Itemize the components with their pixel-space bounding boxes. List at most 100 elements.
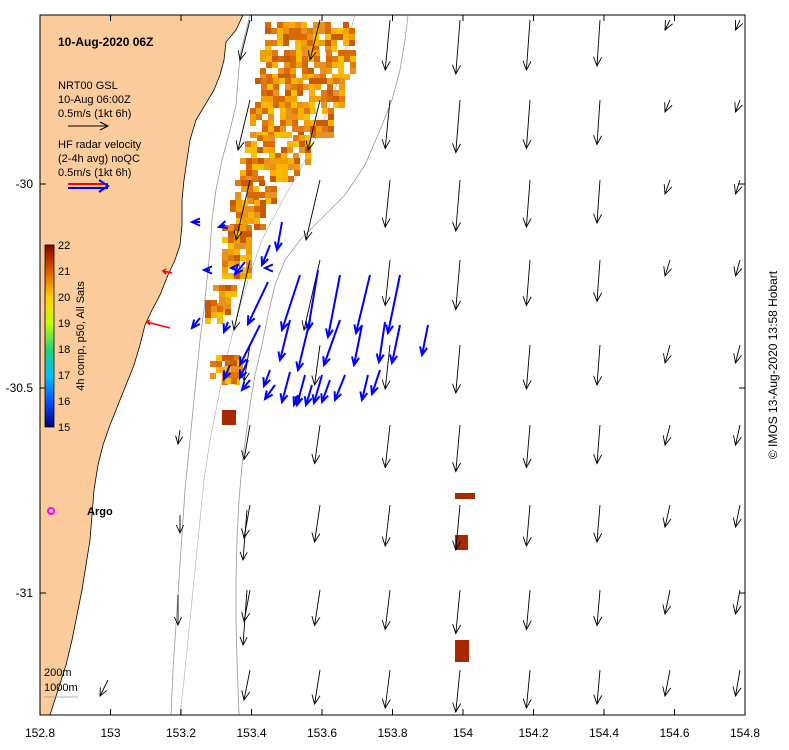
sst-pixel bbox=[230, 200, 236, 206]
model-arrow-head bbox=[593, 375, 603, 387]
sst-pixel bbox=[240, 225, 246, 231]
sst-pixel bbox=[237, 366, 243, 372]
sst-pixel bbox=[276, 164, 282, 170]
sst-pixel bbox=[327, 84, 333, 90]
sst-pixel bbox=[304, 114, 310, 120]
model-arrow bbox=[664, 99, 671, 113]
radar-arrow bbox=[334, 374, 346, 401]
hf-radar-arrows bbox=[189, 217, 429, 408]
model-arrow-head bbox=[662, 435, 672, 447]
model-arrow bbox=[525, 19, 531, 71]
radar-arrow-head bbox=[280, 321, 289, 333]
sst-pixel bbox=[276, 176, 282, 182]
model-arrow-head bbox=[381, 295, 391, 307]
sst-pixel bbox=[258, 158, 264, 164]
sst-pixel bbox=[268, 120, 274, 126]
sst-pixels bbox=[205, 22, 475, 662]
model-arrow bbox=[309, 19, 321, 61]
sst-pixel bbox=[280, 108, 286, 114]
radar-arrow-head bbox=[277, 351, 287, 363]
sst-pixel bbox=[246, 237, 252, 243]
y-axis bbox=[40, 183, 745, 594]
sst-patch bbox=[222, 410, 236, 425]
sst-pixel bbox=[285, 102, 291, 108]
radar-arrow-head bbox=[222, 370, 232, 382]
sst-pixel bbox=[246, 176, 252, 182]
model-arrow bbox=[455, 259, 461, 310]
model-arrow bbox=[99, 679, 109, 697]
sst-pixel bbox=[338, 56, 344, 62]
sst-pixel bbox=[256, 114, 262, 120]
sst-pixel bbox=[240, 273, 246, 279]
sst-pixel bbox=[283, 34, 289, 40]
sst-pixel bbox=[261, 96, 267, 102]
model-arrow-head bbox=[311, 532, 321, 544]
sst-pixel bbox=[228, 255, 234, 261]
radar-arrow-head bbox=[303, 396, 313, 408]
sst-pixel bbox=[231, 285, 237, 291]
sst-pixel bbox=[222, 273, 228, 279]
x-tick-label: 153 bbox=[100, 726, 120, 740]
radar-arrow-head bbox=[295, 361, 305, 373]
sst-pixel bbox=[248, 206, 254, 212]
sst-pixel bbox=[225, 309, 231, 315]
sst-patch bbox=[455, 640, 469, 662]
model-arrow bbox=[596, 179, 601, 224]
sst-pixel bbox=[285, 96, 291, 102]
sst-pixel bbox=[265, 198, 271, 204]
model-arrow bbox=[525, 504, 531, 547]
model-arrow bbox=[525, 99, 531, 149]
depth-contour-200m bbox=[170, 15, 251, 715]
sst-pixel bbox=[301, 40, 307, 46]
model-arrow bbox=[735, 259, 741, 277]
sst-pixel bbox=[205, 318, 211, 324]
sst-pixel bbox=[250, 132, 256, 138]
sst-pixel bbox=[295, 34, 301, 40]
sst-pixel bbox=[271, 28, 277, 34]
sst-pixel bbox=[349, 34, 355, 40]
radar-arrow-head bbox=[311, 394, 321, 406]
model-arrow-head bbox=[663, 184, 673, 196]
sst-pixel bbox=[213, 285, 219, 291]
sst-pixel bbox=[301, 22, 307, 28]
sst-pixel bbox=[310, 108, 316, 114]
model-arrow-head bbox=[99, 687, 108, 697]
model-arrow bbox=[307, 99, 321, 151]
model-arrow-head bbox=[732, 686, 742, 698]
sst-pixel bbox=[284, 62, 290, 68]
sst-pixel bbox=[252, 164, 258, 170]
sst-pixel bbox=[309, 90, 315, 96]
radar-arrow-head bbox=[238, 356, 248, 368]
model-arrow-head bbox=[381, 536, 391, 548]
sst-pixel bbox=[236, 206, 242, 212]
sst-pixel bbox=[270, 164, 276, 170]
sst-pixel bbox=[242, 218, 248, 224]
sst-pixel bbox=[299, 141, 305, 147]
radar-arrow-head bbox=[246, 315, 256, 327]
sst-pixel bbox=[251, 153, 257, 159]
model-arrow bbox=[664, 504, 671, 528]
radar-arrow bbox=[297, 319, 311, 371]
radar-arrow bbox=[323, 319, 341, 366]
sst-pixel bbox=[343, 28, 349, 34]
sst-pixel bbox=[325, 22, 331, 28]
model-arrow bbox=[735, 669, 741, 697]
argo-marker bbox=[47, 507, 55, 515]
sst-pixel bbox=[246, 267, 252, 273]
colorbar-tick: 19 bbox=[58, 318, 70, 330]
sst-pixel bbox=[231, 372, 237, 378]
sst-pixel bbox=[315, 78, 321, 84]
sst-pixel bbox=[328, 120, 334, 126]
radar-arrow-head bbox=[228, 263, 240, 273]
model-legend: NRT00 GSL 10-Aug 06:00Z 0.5m/s (1kt 6h) bbox=[58, 80, 131, 131]
sst-pixel bbox=[265, 28, 271, 34]
sst-pixel bbox=[265, 22, 271, 28]
sst-pixel bbox=[231, 378, 237, 384]
x-tick-label: 153.6 bbox=[307, 726, 337, 740]
sst-pixel bbox=[350, 68, 356, 74]
model-arrow-head bbox=[593, 694, 603, 706]
radar-arrow-head bbox=[262, 263, 274, 273]
radar-arrow bbox=[353, 324, 363, 366]
model-arrow bbox=[384, 669, 391, 709]
sst-pixel bbox=[234, 225, 240, 231]
